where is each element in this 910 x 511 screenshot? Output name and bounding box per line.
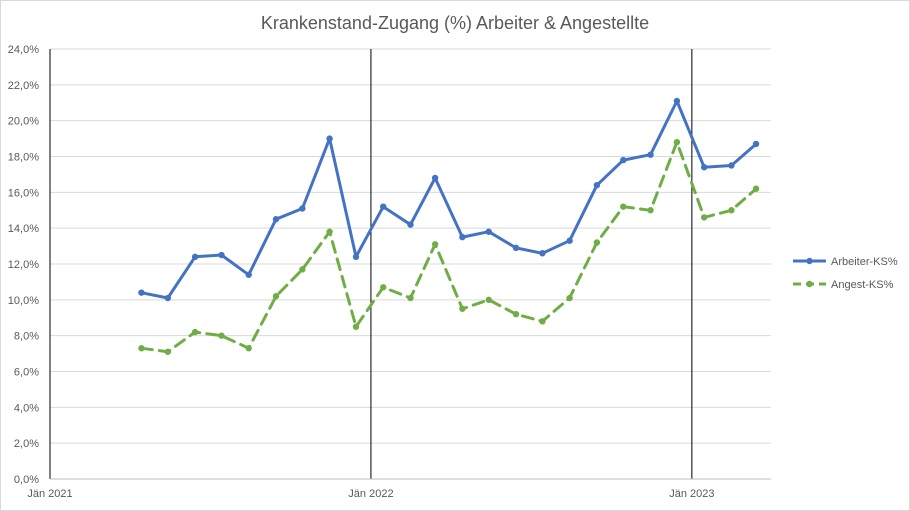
series-angest	[138, 138, 760, 355]
y-tick-label: 14,0%	[8, 223, 39, 235]
data-point	[566, 294, 573, 302]
series-arbeiter	[138, 97, 760, 302]
data-point	[352, 323, 360, 330]
data-point	[138, 289, 145, 296]
y-tick-label: 8,0%	[14, 331, 39, 343]
data-point	[272, 293, 280, 300]
data-point	[380, 284, 387, 291]
data-point	[620, 203, 627, 210]
legend-label: Angest-KS%	[831, 279, 894, 291]
data-point	[218, 332, 225, 339]
data-point	[431, 241, 439, 248]
data-point	[326, 228, 333, 235]
data-point	[245, 271, 252, 278]
data-point	[380, 203, 387, 210]
series-line	[139, 140, 758, 354]
x-tick-label: Jän 2023	[669, 488, 714, 500]
data-point	[485, 296, 492, 304]
axes: 0,0% 2,0% 4,0% 6,0% 8,0% 10,0% 12,0% 14,0% 16,0%…	[8, 44, 771, 500]
data-point	[512, 244, 520, 252]
data-point	[700, 164, 708, 171]
legend-marker	[806, 257, 813, 265]
series-line	[139, 99, 758, 300]
data-point	[352, 253, 360, 261]
year-markers	[370, 49, 693, 479]
legend-marker	[806, 280, 813, 288]
y-tick-label: 2,0%	[14, 438, 39, 450]
data-point	[164, 348, 172, 355]
data-point	[485, 228, 492, 235]
data-point	[164, 294, 172, 302]
data-point	[407, 294, 414, 302]
data-point	[459, 305, 466, 312]
chart-title: Krankenstand-Zugang (%) Arbeiter & Anges…	[261, 13, 649, 33]
data-point	[431, 174, 439, 182]
legend: Arbeiter-KS% Angest-KS%	[793, 256, 898, 291]
data-point	[539, 318, 546, 325]
y-tick-label: 20,0%	[8, 116, 39, 128]
data-point	[245, 345, 252, 352]
data-point	[673, 97, 681, 105]
data-point	[752, 185, 760, 192]
data-point	[647, 207, 654, 214]
y-tick-label: 4,0%	[14, 402, 39, 414]
x-tick-label: Jän 2022	[348, 488, 393, 500]
y-tick-label: 24,0%	[8, 44, 39, 56]
data-point	[539, 250, 546, 257]
data-point	[728, 162, 735, 169]
data-point	[218, 251, 225, 259]
data-point	[728, 207, 735, 214]
y-tick-label: 12,0%	[8, 259, 39, 271]
legend-item: Arbeiter-KS%	[793, 256, 898, 268]
data-point	[299, 205, 306, 212]
data-point	[700, 214, 708, 221]
data-point	[673, 138, 681, 146]
data-point	[512, 310, 520, 318]
y-tick-label: 0,0%	[14, 474, 39, 486]
y-tick-label: 18,0%	[8, 152, 39, 164]
data-point	[191, 328, 199, 336]
data-point	[326, 135, 333, 142]
data-point	[138, 345, 145, 352]
legend-item: Angest-KS%	[793, 279, 894, 291]
data-point	[407, 221, 414, 228]
y-tick-label: 16,0%	[8, 187, 39, 199]
series-layer	[138, 97, 760, 355]
data-point	[593, 181, 601, 189]
y-tick-label: 6,0%	[14, 367, 39, 379]
gridlines	[50, 48, 771, 444]
y-tick-label: 10,0%	[8, 295, 39, 307]
data-point	[752, 140, 760, 148]
x-tick-label: Jän 2021	[27, 488, 72, 500]
data-point	[459, 233, 466, 241]
data-point	[566, 237, 573, 244]
data-point	[593, 239, 601, 246]
data-point	[191, 253, 199, 261]
data-point	[272, 216, 280, 223]
data-point	[647, 151, 654, 158]
data-point	[620, 156, 627, 164]
data-point	[299, 266, 306, 273]
legend-label: Arbeiter-KS%	[831, 256, 898, 268]
y-tick-label: 22,0%	[8, 80, 39, 92]
